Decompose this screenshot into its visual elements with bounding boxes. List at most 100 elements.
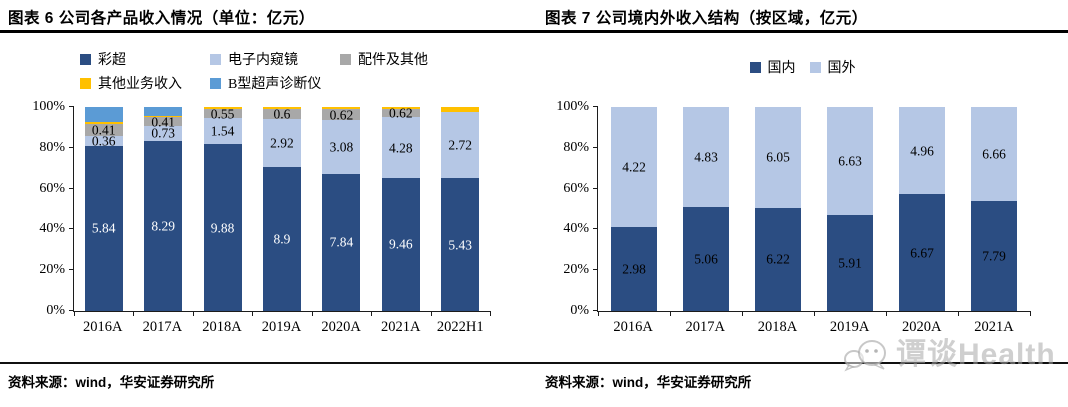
x-axis-tick	[430, 311, 432, 316]
stacked-bar: 5.91 6.63	[827, 107, 873, 311]
legend-swatch	[749, 61, 761, 73]
x-axis-tick	[814, 311, 815, 316]
y-axis-tick	[593, 269, 598, 271]
bar-segment	[441, 107, 480, 112]
y-axis-tick	[69, 228, 74, 230]
legend-swatch	[210, 53, 221, 65]
bar-segment: 3.08	[322, 119, 361, 174]
bar-segment	[144, 107, 183, 117]
bar-segment: 0.41	[144, 115, 183, 128]
bar-segment: 7.84	[322, 173, 361, 311]
data-label: 8.29	[151, 218, 175, 234]
bar-segment: 0.62	[381, 105, 420, 121]
y-axis-tick-label: 40%	[563, 221, 589, 237]
bar-segment: 8.29	[144, 140, 183, 311]
bars-container: 5.84 0.36 0.41 8.29 0.73 0.41 9.88 1.54 0.55 8.9 2…	[74, 105, 490, 311]
left-chart: 彩超 电子内窥镜 配件及其他 其他业务收入 B型超声诊断仪 0% 20% 40% 60% 80%…	[8, 33, 526, 351]
x-axis-tick	[74, 311, 75, 316]
data-label: 4.96	[910, 142, 934, 158]
legend-item: 彩超	[80, 49, 210, 69]
y-axis-tick	[593, 146, 598, 148]
bar-column: 9.88 1.54 0.55	[193, 107, 252, 311]
y-axis-tick-label: 0%	[570, 303, 589, 318]
bar-segment: 6.63	[827, 107, 873, 215]
x-category-label: 2020A	[321, 319, 361, 335]
data-label: 6.63	[838, 153, 862, 169]
y-axis-tick-label: 80%	[39, 139, 65, 155]
x-axis-tick	[598, 311, 599, 316]
x-axis-tick	[490, 311, 491, 316]
y-axis-tick-label: 40%	[39, 221, 65, 237]
bar-segment: 4.28	[381, 117, 420, 178]
x-category-label: 2017A	[142, 319, 183, 335]
y-axis-tick	[69, 187, 74, 189]
data-label: 3.08	[329, 139, 354, 155]
stacked-bar: 5.43 2.72	[441, 107, 480, 311]
bar-segment	[84, 122, 123, 124]
title-underline	[0, 30, 1068, 33]
left-chart-legend: 彩超 电子内窥镜 配件及其他 其他业务收入 B型超声诊断仪	[80, 33, 480, 99]
stacked-bar: 8.9 2.92 0.6	[262, 107, 301, 311]
right-chart-plot-area: 0% 20% 40% 60% 80% 100% 2.98 4.22 5.06 4.83 6.22 6.…	[556, 100, 1031, 318]
bar-column: 8.9 2.92 0.6	[252, 107, 311, 311]
bar-segment: 0.41	[84, 123, 123, 136]
stacked-bar: 9.88 1.54 0.55	[203, 105, 242, 311]
stacked-bar: 6.22 6.05	[755, 107, 801, 311]
bar-segment: 4.96	[899, 107, 945, 195]
data-label: 9.88	[210, 219, 235, 235]
data-label: 0.55	[210, 105, 235, 121]
x-axis-tick	[133, 311, 135, 316]
data-label: 4.83	[694, 149, 718, 165]
y-axis-tick-label: 0%	[46, 303, 65, 318]
legend-label: 国内	[767, 61, 796, 76]
bar-column: 8.29 0.73 0.41	[133, 107, 192, 311]
legend-label: 电子内窥镜	[228, 53, 298, 68]
data-label: 2.72	[448, 137, 473, 153]
stacked-bar: 7.84 3.08 0.62	[322, 107, 361, 311]
data-label: 0.36	[91, 132, 116, 148]
data-label: 6.05	[766, 149, 790, 165]
bar-column: 5.91 6.63	[814, 107, 886, 311]
bar-segment: 0.36	[84, 132, 123, 148]
bar-column: 6.22 6.05	[742, 107, 814, 311]
x-axis-tick	[192, 311, 194, 316]
data-label: 0.62	[389, 105, 413, 121]
bar-segment: 9.88	[203, 144, 242, 311]
y-axis-tick-label: 80%	[563, 139, 589, 155]
x-category-label: 2018A	[757, 319, 798, 335]
data-label: 0.73	[151, 125, 175, 141]
legend-label: 配件及其他	[358, 53, 428, 68]
bar-segment	[381, 107, 420, 109]
data-label: 7.79	[982, 248, 1006, 264]
x-category-label: 2022H1	[436, 319, 484, 335]
x-category-label: 2018A	[202, 319, 242, 335]
bar-segment: 1.54	[203, 118, 242, 145]
legend-swatch	[80, 53, 91, 65]
legend-swatch	[340, 53, 351, 65]
data-label: 5.84	[91, 220, 116, 236]
y-axis-tick	[593, 310, 598, 311]
bar-segment	[84, 107, 123, 122]
stacked-bar: 8.29 0.73 0.41	[144, 107, 183, 311]
x-axis-tick	[1030, 311, 1031, 316]
left-source-note: 资料来源：wind，华安证券研究所	[8, 375, 215, 390]
bar-segment: 2.92	[262, 119, 301, 167]
legend-item: 国内	[749, 57, 796, 77]
data-label: 5.43	[448, 236, 473, 252]
bar-segment: 0.55	[203, 105, 242, 121]
x-category-label: 2020A	[902, 319, 942, 335]
legend-item: 配件及其他	[340, 49, 470, 69]
left-chart-x-axis-labels: 2016A 2017A 2018A 2019A 2020A 2021A 2022H1	[73, 319, 490, 336]
x-axis-tick	[958, 311, 959, 316]
data-label: 5.91	[838, 255, 862, 271]
bar-column: 2.98 4.22	[598, 107, 670, 311]
legend-swatch	[809, 61, 821, 73]
y-axis-tick-label: 60%	[563, 180, 589, 196]
data-label: 4.28	[389, 139, 413, 155]
bar-column: 5.06 4.83	[670, 107, 742, 311]
data-label: 4.22	[622, 159, 646, 175]
right-chart-title: 图表 7 公司境内外收入结构（按区域，亿元）	[545, 10, 868, 27]
bar-segment: 6.66	[971, 107, 1017, 202]
bar-segment: 9.46	[381, 177, 420, 311]
y-axis-tick	[69, 269, 74, 271]
